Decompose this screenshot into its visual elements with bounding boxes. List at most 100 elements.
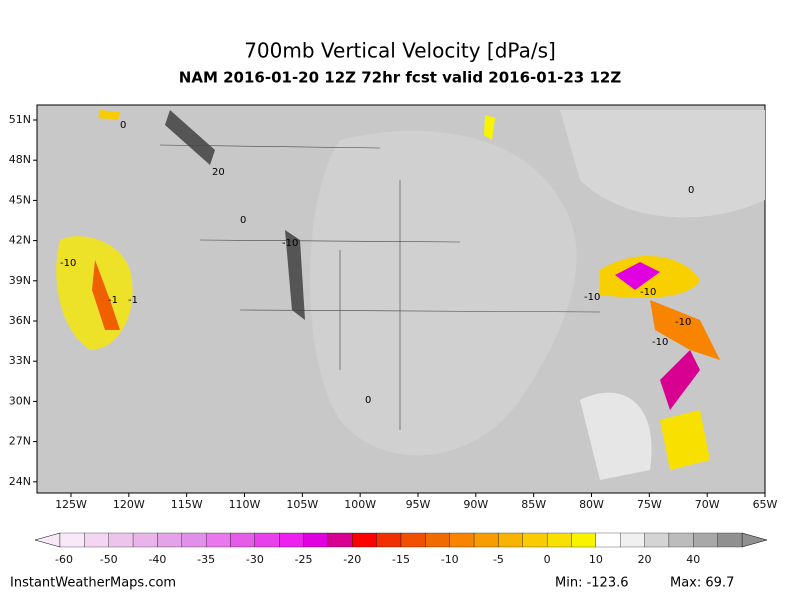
- contour-label: -10: [60, 258, 76, 269]
- colorbar-end: [741, 532, 768, 548]
- lat-labels: 51N 48N 45N 42N 39N 36N 33N 30N 27N 24N: [9, 113, 37, 488]
- colorbar-label: -30: [246, 553, 264, 566]
- lon-label: 90W: [463, 498, 488, 511]
- contour-label: 0: [120, 120, 126, 131]
- ascent-region: [98, 110, 120, 120]
- ascent-region: [484, 115, 495, 140]
- mountain-wave: [165, 110, 215, 165]
- contour-label: 0: [365, 395, 371, 406]
- colorbar-cell: [571, 532, 597, 548]
- ascent-core: [615, 262, 660, 290]
- colorbar-label: -5: [493, 553, 504, 566]
- contour-label: -10: [282, 238, 298, 249]
- colorbar-label: -60: [55, 553, 73, 566]
- ascent-core: [660, 350, 700, 410]
- colorbar-cell: [595, 532, 621, 548]
- map-subtitle: NAM 2016-01-20 12Z 72hr fcst valid 2016-…: [179, 69, 622, 87]
- lon-label: 75W: [637, 498, 662, 511]
- lon-label: 115W: [171, 498, 203, 511]
- lon-label: 85W: [521, 498, 546, 511]
- lon-label: 120W: [113, 498, 145, 511]
- colorbar-cell: [668, 532, 694, 548]
- colorbar-cell: [327, 532, 353, 548]
- colorbar-label: 20: [638, 553, 652, 566]
- lon-label: 100W: [344, 498, 376, 511]
- contour-label: -10: [675, 317, 691, 328]
- mountain-wave: [285, 230, 305, 320]
- lat-label: 36N: [9, 314, 31, 327]
- colorbar-cell: [693, 532, 718, 548]
- colorbar-cell: [205, 532, 231, 548]
- colorbar-cell: [157, 532, 182, 548]
- colorbar-cell: [449, 532, 475, 548]
- site-credit: InstantWeatherMaps.com: [10, 576, 176, 591]
- contour-label: 0: [688, 185, 694, 196]
- colorbar: -60 -50 -40 -35 -30 -25 -20 -15 -10 -5 0 10 20 40: [34, 532, 768, 566]
- map-title: 700mb Vertical Velocity [dPa/s]: [244, 39, 556, 63]
- contour-label: -10: [584, 292, 600, 303]
- lon-labels: 125W 120W 115W 110W 105W 100W 95W 90W 85W 80W 75W 7…: [55, 493, 778, 511]
- colorbar-cell: [181, 532, 207, 548]
- ascent-region: [650, 300, 720, 360]
- colorbar-cell: [59, 532, 85, 548]
- colorbar-cell: [352, 532, 377, 548]
- max-value: Max: 69.7: [670, 576, 734, 591]
- contour-label: -1: [128, 295, 138, 306]
- colorbar-cell: [254, 532, 280, 548]
- colorbar-cell: [473, 532, 499, 548]
- colorbar-cell: [498, 532, 523, 548]
- colorbar-label: 10: [589, 553, 603, 566]
- colorbar-label: 0: [544, 553, 551, 566]
- lon-label: 110W: [229, 498, 261, 511]
- lon-label: 105W: [286, 498, 318, 511]
- light-region: [560, 110, 765, 218]
- contour-label: 0: [240, 215, 246, 226]
- colorbar-cell: [132, 532, 158, 548]
- colorbar-label: 40: [686, 553, 700, 566]
- lat-label: 24N: [9, 475, 31, 488]
- colorbar-cell: [644, 532, 670, 548]
- contour-label: -10: [652, 337, 668, 348]
- light-region: [580, 392, 652, 480]
- colorbar-label: -40: [148, 553, 166, 566]
- ascent-region: [660, 410, 710, 470]
- colorbar-end: [34, 532, 61, 548]
- map-field: 0 20 0 -10 -10 -1 -1 -10 -10 -10 -10 0 0: [36, 104, 766, 494]
- lon-label: 80W: [579, 498, 604, 511]
- colorbar-cell: [230, 532, 256, 548]
- lat-label: 27N: [9, 435, 31, 448]
- lat-label: 33N: [9, 354, 31, 367]
- lon-label: 70W: [695, 498, 720, 511]
- colorbar-cell: [425, 532, 450, 548]
- colorbar-cell: [376, 532, 402, 548]
- colorbar-cell: [620, 532, 645, 548]
- colorbar-label: -20: [343, 553, 361, 566]
- light-region: [310, 130, 577, 456]
- colorbar-cell: [108, 532, 134, 548]
- lon-label: 95W: [406, 498, 431, 511]
- colorbar-label: -25: [295, 553, 313, 566]
- lat-label: 30N: [9, 394, 31, 407]
- lon-label: 125W: [55, 498, 87, 511]
- ascent-core: [92, 260, 120, 330]
- lat-label: 42N: [9, 234, 31, 247]
- colorbar-cell: [279, 532, 304, 548]
- colorbar-cell: [303, 532, 329, 548]
- colorbar-label: -35: [197, 553, 215, 566]
- contour-label: 20: [212, 167, 225, 178]
- colorbar-cell: [84, 532, 109, 548]
- colorbar-cell: [522, 532, 548, 548]
- border-line: [159, 144, 601, 430]
- min-value: Min: -123.6: [555, 576, 629, 591]
- colorbar-label: -50: [100, 553, 118, 566]
- colorbar-label: -15: [392, 553, 410, 566]
- colorbar-cell: [400, 532, 426, 548]
- lat-label: 51N: [9, 113, 31, 126]
- lon-label: 65W: [753, 498, 778, 511]
- lat-label: 48N: [9, 153, 31, 166]
- contour-label: -10: [640, 287, 656, 298]
- contour-label: -1: [108, 295, 118, 306]
- lat-label: 39N: [9, 274, 31, 287]
- colorbar-cell: [717, 532, 743, 548]
